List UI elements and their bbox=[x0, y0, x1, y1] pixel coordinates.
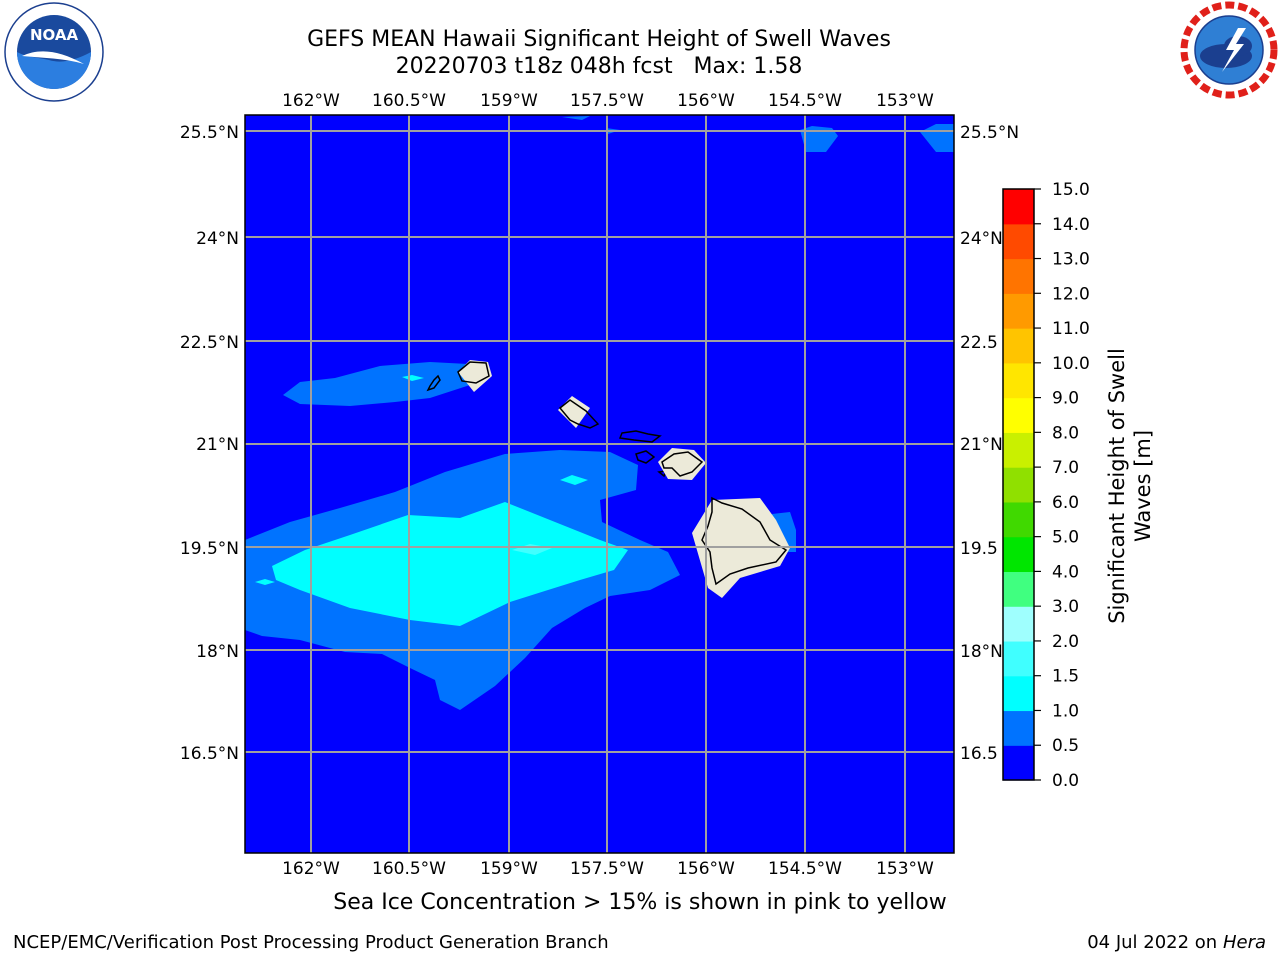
island-kauai bbox=[457, 360, 492, 392]
colorbar-tick-label: 0.0 bbox=[1052, 771, 1079, 791]
lat-label-left: 21°N bbox=[196, 435, 239, 455]
lon-label-bottom: 162°W bbox=[282, 859, 340, 879]
lon-label-top: 153°W bbox=[876, 91, 934, 111]
svg-text:NOAA: NOAA bbox=[30, 26, 79, 44]
colorbar-tick-label: 3.0 bbox=[1052, 597, 1079, 617]
lon-label-bottom: 160.5°W bbox=[372, 859, 446, 879]
chart-subtitle: 20220703 t18z 048h fcst Max: 1.58 bbox=[395, 54, 803, 79]
colorbar-swatch bbox=[1003, 362, 1034, 399]
colorbar-tick-label: 8.0 bbox=[1052, 423, 1079, 443]
colorbar-tick-label: 1.0 bbox=[1052, 701, 1079, 721]
graticule bbox=[245, 115, 954, 853]
lon-labels-top: 162°W 160.5°W 159°W 157.5°W 156°W 154.5°… bbox=[282, 91, 934, 111]
lat-label-right: 16.5 bbox=[960, 744, 998, 764]
colorbar-tick-label: 13.0 bbox=[1052, 250, 1090, 270]
colorbar-frame bbox=[1002, 188, 1035, 781]
colorbar-swatch bbox=[1003, 745, 1034, 781]
lat-label-left: 18°N bbox=[196, 642, 239, 662]
sea-ice-note: Sea Ice Concentration > 15% is shown in … bbox=[333, 890, 947, 915]
island-oahu bbox=[558, 396, 600, 429]
lat-label-right: 25.5°N bbox=[960, 123, 1019, 143]
swell-band-1-0 bbox=[272, 502, 628, 626]
lon-label-top: 159°W bbox=[480, 91, 538, 111]
swell-band-1-0-small-c bbox=[255, 579, 275, 585]
swell-band-1-0-small-a bbox=[560, 475, 588, 485]
lon-label-bottom: 154.5°W bbox=[768, 859, 842, 879]
lat-labels-right: 25.5°N 24°N 22.5 21°N 19.5 18°N 16.5 bbox=[960, 123, 1019, 764]
chart-title: GEFS MEAN Hawaii Significant Height of S… bbox=[307, 27, 891, 52]
lat-label-right: 21°N bbox=[960, 435, 1003, 455]
lon-label-bottom: 159°W bbox=[480, 859, 538, 879]
lon-label-top: 154.5°W bbox=[768, 91, 842, 111]
colorbar-label-line2: Waves [m] bbox=[1131, 430, 1155, 542]
swell-band-0-5-n-1 bbox=[562, 116, 590, 120]
colorbar-swatch bbox=[1003, 328, 1034, 364]
island-maui bbox=[658, 448, 706, 480]
colorbar-swatch bbox=[1003, 189, 1034, 225]
lat-label-right: 24°N bbox=[960, 229, 1003, 249]
lon-label-bottom: 157.5°W bbox=[570, 859, 644, 879]
island-lanai bbox=[635, 450, 656, 464]
lon-label-top: 156°W bbox=[677, 91, 735, 111]
lon-label-bottom: 156°W bbox=[677, 859, 735, 879]
lat-label-left: 19.5°N bbox=[180, 539, 239, 559]
colorbar-tick-label: 4.0 bbox=[1052, 562, 1079, 582]
lat-label-right: 22.5 bbox=[960, 333, 998, 353]
island-niihau bbox=[426, 374, 441, 392]
colorbar-swatch bbox=[1003, 710, 1034, 746]
lon-label-top: 162°W bbox=[282, 91, 340, 111]
colorbar-swatch bbox=[1003, 258, 1034, 294]
swell-band-0-5-ne-1 bbox=[800, 126, 838, 152]
colorbar-tick-label: 11.0 bbox=[1052, 319, 1090, 339]
footer-host: Hera bbox=[1222, 932, 1266, 953]
colorbar-tick-label: 5.0 bbox=[1052, 528, 1079, 548]
colorbar-swatch bbox=[1003, 606, 1034, 642]
colorbar-label-line1: Significant Height of Swell bbox=[1105, 348, 1129, 624]
lat-label-right: 19.5 bbox=[960, 539, 998, 559]
colorbar-swatch bbox=[1003, 675, 1034, 712]
lon-label-top: 157.5°W bbox=[570, 91, 644, 111]
lat-label-left: 16.5°N bbox=[180, 744, 239, 764]
map-frame bbox=[244, 114, 955, 854]
colorbar-tick-label: 6.0 bbox=[1052, 493, 1079, 513]
colorbar-tick-label: 0.5 bbox=[1052, 736, 1079, 756]
colorbar-tick-label: 14.0 bbox=[1052, 215, 1090, 235]
lat-label-right: 18°N bbox=[960, 642, 1003, 662]
lon-label-bottom: 153°W bbox=[876, 859, 934, 879]
colorbar-swatch bbox=[1003, 536, 1034, 573]
colorbar-tick-label: 10.0 bbox=[1052, 354, 1090, 374]
noaa-logo-icon: NOAA bbox=[4, 2, 104, 102]
colorbar-tick-label: 12.0 bbox=[1052, 284, 1090, 304]
lon-labels-bottom: 162°W 160.5°W 159°W 157.5°W 156°W 154.5°… bbox=[282, 859, 934, 879]
colorbar-swatch bbox=[1003, 467, 1034, 503]
lat-labels-left: 25.5°N 24°N 22.5°N 21°N 19.5°N 18°N 16.5… bbox=[180, 123, 239, 764]
footer-date-text: 04 Jul 2022 on bbox=[1087, 932, 1218, 953]
colorbar-swatch bbox=[1003, 397, 1034, 433]
lon-label-top: 160.5°W bbox=[372, 91, 446, 111]
footer-credit: NCEP/EMC/Verification Post Processing Pr… bbox=[13, 932, 609, 953]
colorbar-swatch bbox=[1003, 223, 1034, 260]
colorbar-tick-label: 2.0 bbox=[1052, 632, 1079, 652]
lat-label-left: 22.5°N bbox=[180, 333, 239, 353]
nws-logo-icon bbox=[1180, 1, 1278, 99]
colorbar: 0.0 0.5 1.0 1.5 2.0 3.0 4.0 5.0 6.0 7.0 8.0 9.0 10.0… bbox=[1003, 180, 1090, 791]
colorbar-tick-label: 7.0 bbox=[1052, 458, 1079, 478]
colorbar-swatch bbox=[1003, 640, 1034, 677]
colorbar-swatch bbox=[1003, 432, 1034, 468]
colorbar-tick-label: 15.0 bbox=[1052, 180, 1090, 200]
island-molokai bbox=[618, 430, 662, 443]
lat-label-left: 25.5°N bbox=[180, 123, 239, 143]
swell-band-0-5-north bbox=[283, 362, 470, 406]
colorbar-swatch bbox=[1003, 293, 1034, 329]
colorbar-swatch bbox=[1003, 571, 1034, 607]
swell-band-1-0-small-b bbox=[402, 375, 424, 381]
colorbar-tick-label: 1.5 bbox=[1052, 667, 1079, 687]
colorbar-swatch bbox=[1003, 501, 1034, 538]
footer-date: 04 Jul 2022 on Hera bbox=[1087, 932, 1266, 953]
lat-label-left: 24°N bbox=[196, 229, 239, 249]
colorbar-tick-label: 9.0 bbox=[1052, 389, 1079, 409]
